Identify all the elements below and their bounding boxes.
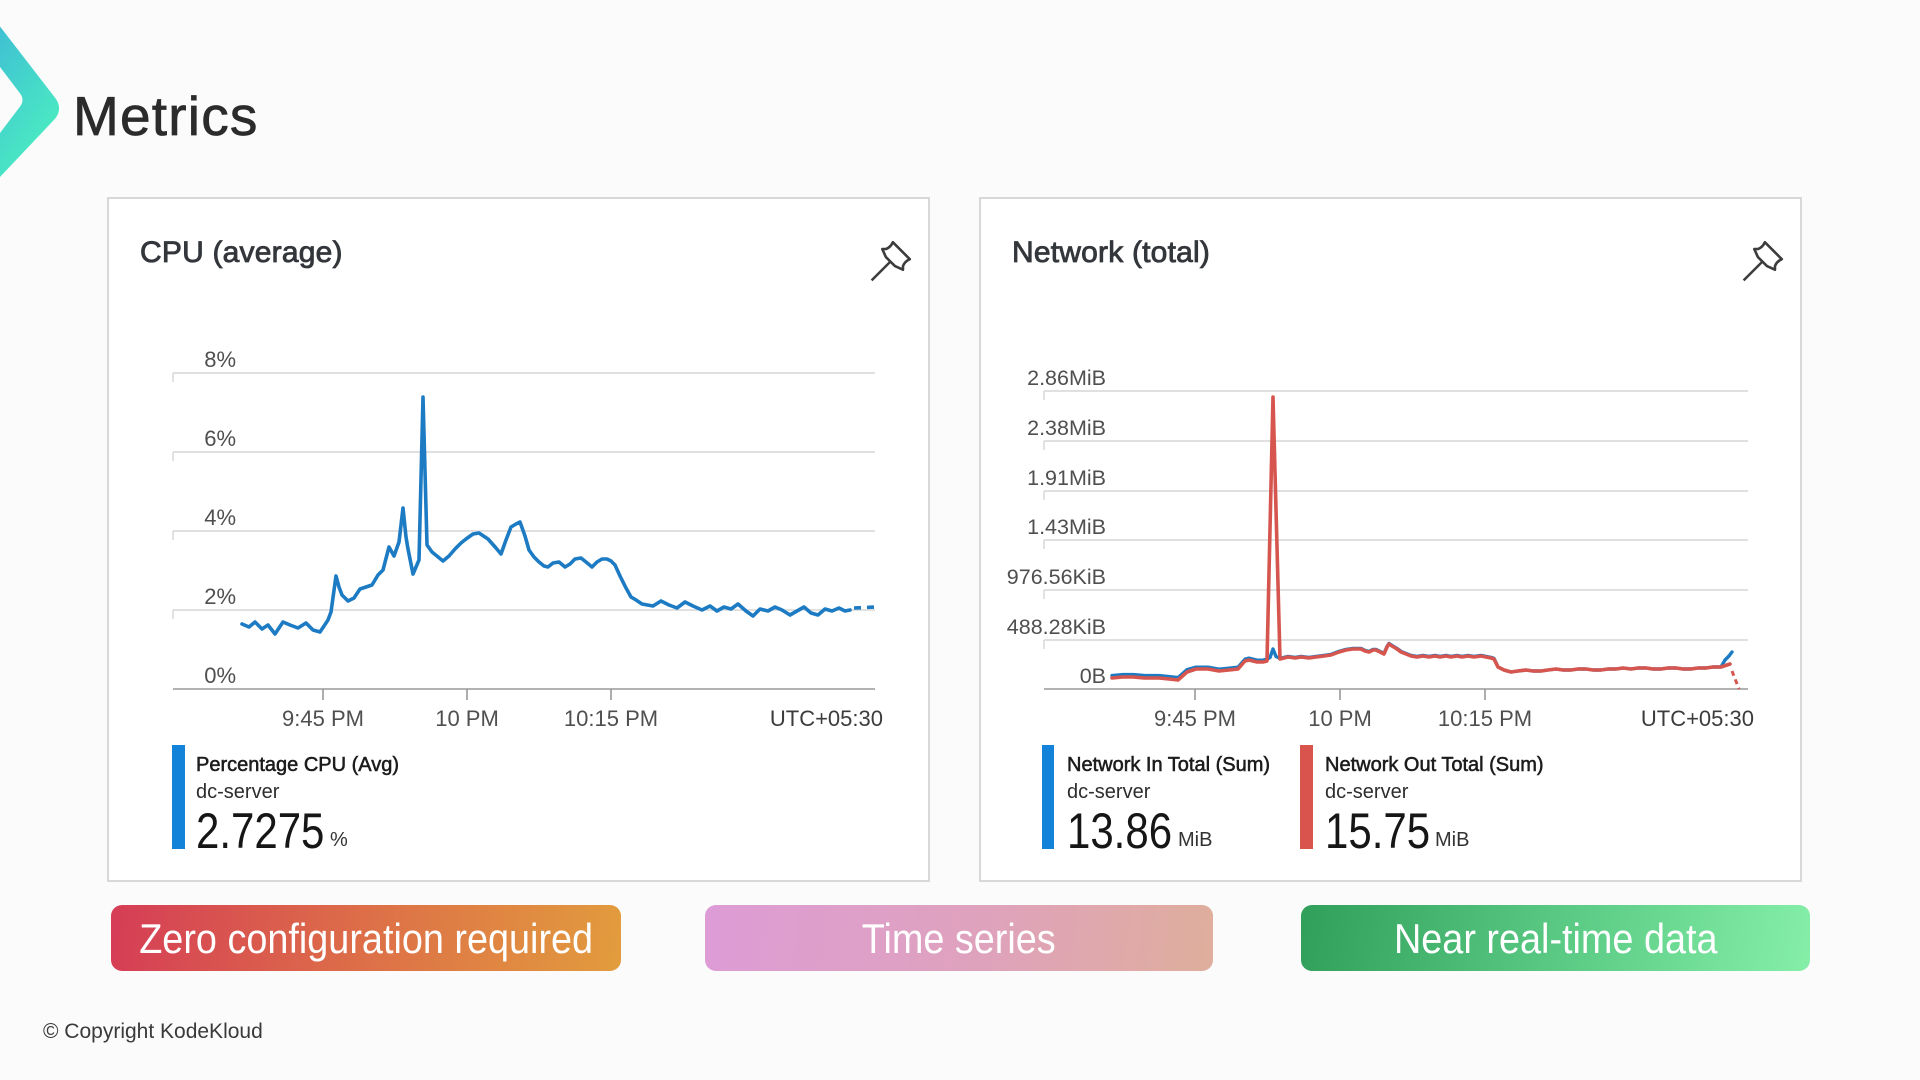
svg-text:2.86MiB: 2.86MiB <box>1027 366 1106 390</box>
svg-text:10 PM: 10 PM <box>1308 706 1372 731</box>
svg-text:488.28KiB: 488.28KiB <box>1007 615 1106 639</box>
svg-text:%: % <box>330 829 348 851</box>
svg-text:MiB: MiB <box>1178 829 1212 851</box>
svg-text:UTC+05:30: UTC+05:30 <box>770 706 883 731</box>
svg-text:0%: 0% <box>204 663 236 688</box>
svg-text:Network In Total (Sum): Network In Total (Sum) <box>1067 754 1270 776</box>
svg-text:13.86: 13.86 <box>1067 803 1172 859</box>
svg-text:1.43MiB: 1.43MiB <box>1027 515 1106 539</box>
svg-text:9:45 PM: 9:45 PM <box>282 706 364 731</box>
svg-text:4%: 4% <box>204 505 236 530</box>
svg-text:0B: 0B <box>1080 664 1106 688</box>
svg-text:10 PM: 10 PM <box>435 706 499 731</box>
svg-text:dc-server: dc-server <box>196 781 280 803</box>
svg-text:Percentage CPU (Avg): Percentage CPU (Avg) <box>196 754 399 776</box>
svg-text:10:15 PM: 10:15 PM <box>564 706 658 731</box>
svg-text:UTC+05:30: UTC+05:30 <box>1641 706 1754 731</box>
svg-text:1.91MiB: 1.91MiB <box>1027 466 1106 490</box>
svg-text:MiB: MiB <box>1435 829 1469 851</box>
svg-text:976.56KiB: 976.56KiB <box>1007 565 1106 589</box>
svg-text:2.7275: 2.7275 <box>196 803 324 859</box>
svg-text:dc-server: dc-server <box>1325 781 1409 803</box>
svg-text:2%: 2% <box>204 584 236 609</box>
svg-text:9:45 PM: 9:45 PM <box>1154 706 1236 731</box>
svg-text:15.75: 15.75 <box>1325 803 1430 859</box>
svg-text:dc-server: dc-server <box>1067 781 1151 803</box>
svg-text:8%: 8% <box>204 347 236 372</box>
svg-text:Network Out Total (Sum): Network Out Total (Sum) <box>1325 754 1544 776</box>
svg-text:2.38MiB: 2.38MiB <box>1027 416 1106 440</box>
svg-text:6%: 6% <box>204 426 236 451</box>
svg-text:10:15 PM: 10:15 PM <box>1438 706 1532 731</box>
